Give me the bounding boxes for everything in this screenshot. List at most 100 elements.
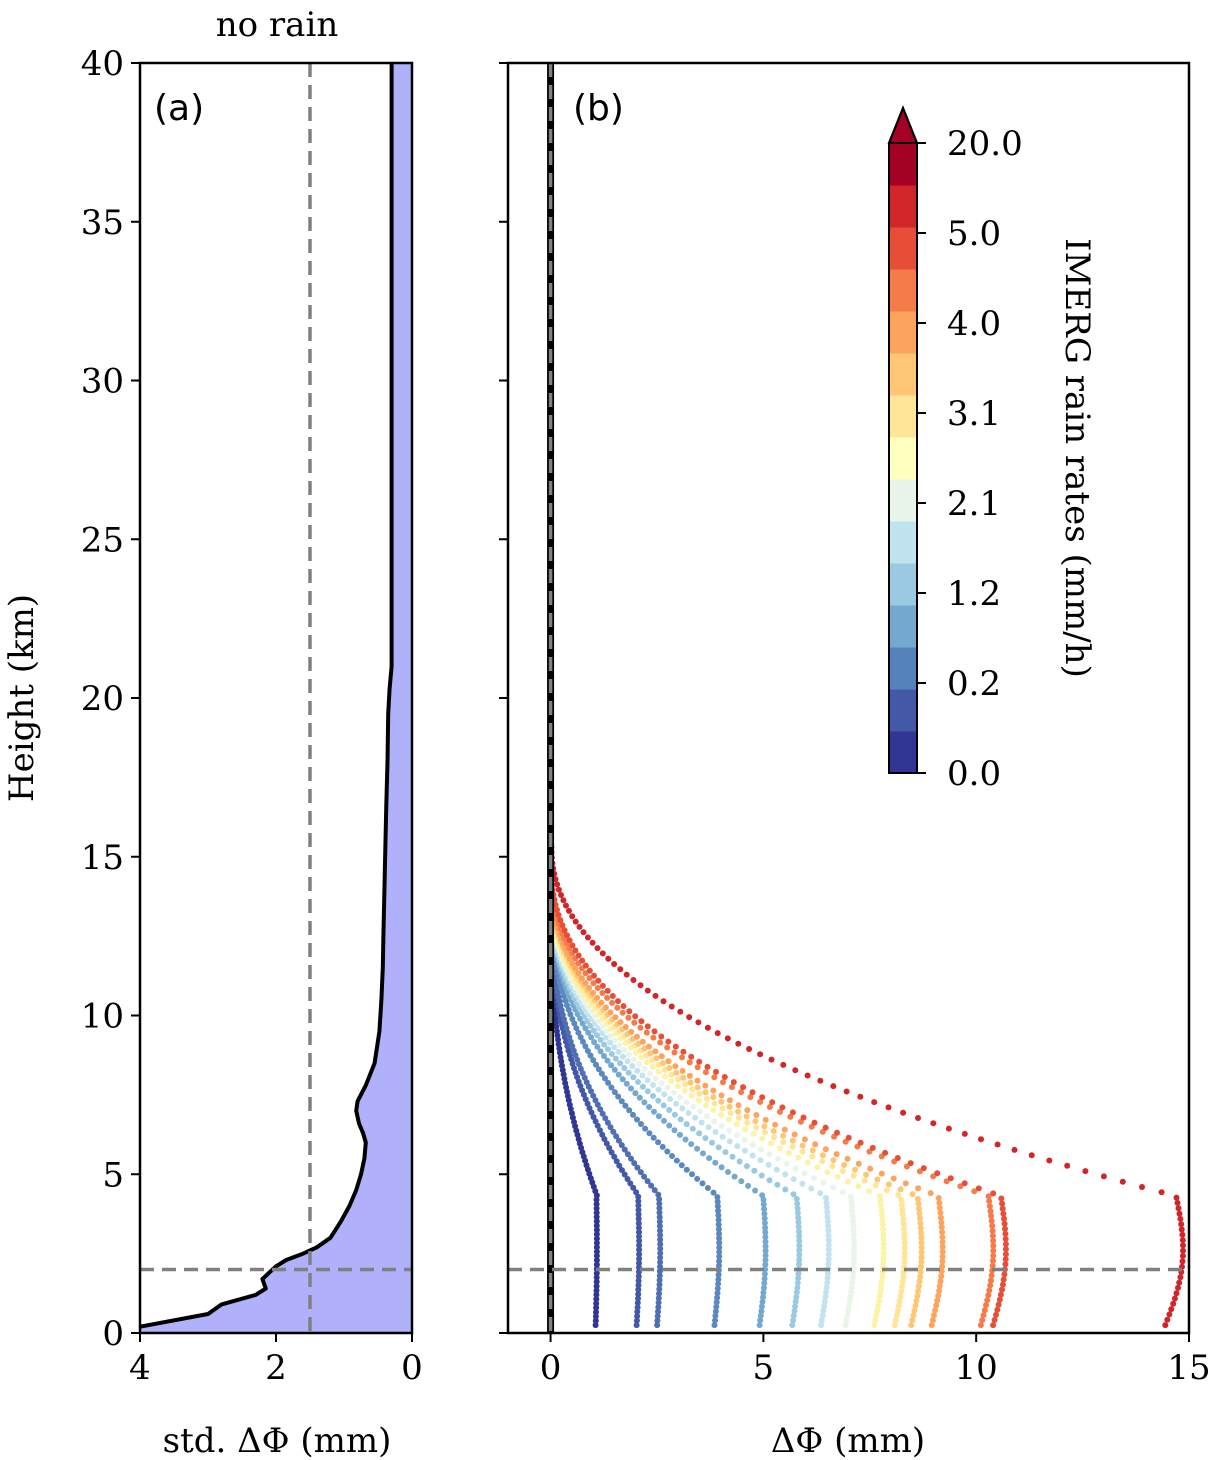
rain-profile-point	[1028, 1152, 1035, 1159]
rain-profile-point	[780, 1061, 787, 1068]
rain-profile-point	[830, 1083, 837, 1090]
rain-profile-point	[822, 1146, 829, 1153]
rain-profile-point	[981, 1307, 988, 1314]
rain-profile-point	[593, 1291, 600, 1298]
rain-profile-point	[988, 1277, 994, 1284]
rain-profile-point	[715, 1207, 722, 1214]
rain-profile-point	[724, 1035, 731, 1042]
rain-profile-point	[607, 1009, 614, 1016]
rain-profile-point	[715, 1280, 722, 1287]
rain-profile-point	[726, 1138, 733, 1145]
rain-profile-point	[790, 1176, 797, 1183]
rain-profile-point	[938, 1219, 945, 1226]
rain-profile-point	[760, 1285, 767, 1291]
rain-profile-point	[716, 1258, 723, 1265]
rain-profile-point	[825, 1232, 832, 1239]
rain-profile-point	[918, 1244, 925, 1251]
rain-profile-point	[575, 1078, 582, 1085]
rain-profile-point	[651, 1187, 658, 1194]
rain-profile-point	[590, 980, 597, 987]
rain-profile-point	[627, 1180, 634, 1187]
rain-profile-point	[715, 1276, 722, 1283]
rain-profile-point	[901, 1230, 908, 1237]
rain-profile-point	[709, 1139, 715, 1146]
rain-profile-point	[650, 1081, 656, 1088]
rain-profile-point	[999, 1200, 1006, 1207]
rain-profile-point	[795, 1223, 802, 1230]
rain-profile-point	[635, 1220, 642, 1227]
rain-profile-point	[780, 1139, 787, 1146]
rain-profile-point	[1162, 1322, 1169, 1329]
rain-profile-point	[679, 1105, 686, 1112]
rain-profile-point	[667, 1096, 674, 1102]
rain-profile-point	[615, 998, 621, 1005]
rain-profile-point	[593, 1274, 600, 1281]
rain-profile-point	[871, 1099, 878, 1106]
rain-profile-point	[593, 1283, 600, 1290]
rain-profile-point	[1177, 1215, 1184, 1222]
rain-profile-point	[716, 1239, 723, 1246]
rain-profile-point	[589, 939, 596, 946]
rain-profile-point	[753, 1112, 760, 1118]
rain-profile-point	[703, 1102, 709, 1109]
rain-profile-point	[823, 1199, 830, 1206]
rain-profile-point	[599, 1023, 606, 1030]
rain-profile-point	[770, 1128, 777, 1134]
colorbar-segment	[889, 563, 917, 606]
rain-profile-point	[760, 1196, 767, 1203]
rain-profile-point	[660, 998, 667, 1005]
rain-profile-point	[618, 1142, 625, 1149]
rain-profile-point	[1166, 1311, 1173, 1318]
rain-profile-point	[796, 1237, 803, 1244]
rain-profile-point	[636, 1246, 643, 1253]
x-tick-label: 2	[265, 1348, 287, 1388]
rain-profile-point	[615, 1048, 622, 1055]
rain-profile-point	[789, 1143, 796, 1150]
y-axis-label: Height (km)	[2, 594, 42, 802]
rain-profile-point	[561, 927, 568, 934]
rain-profile-point	[971, 1188, 978, 1195]
rain-profile-point	[628, 1028, 635, 1035]
rain-profile-point	[939, 1234, 946, 1241]
rain-profile-point	[559, 922, 566, 929]
rain-profile-point	[875, 1298, 882, 1305]
rain-profile-point	[901, 1259, 908, 1266]
rain-profile-point	[580, 1038, 586, 1045]
rain-profile-point	[1179, 1231, 1186, 1238]
rain-profile-point	[623, 971, 630, 978]
rain-profile-point	[753, 1124, 760, 1131]
rain-profile-point	[656, 1214, 663, 1221]
rain-profile-point	[630, 977, 637, 983]
rain-profile-point	[654, 1322, 661, 1329]
rain-profile-point	[595, 977, 602, 984]
rain-profile-point	[878, 1279, 885, 1285]
rain-profile-point	[765, 1161, 772, 1168]
rain-profile-point	[670, 1089, 677, 1096]
rain-profile-point	[650, 1034, 657, 1041]
rain-profile-point	[818, 1317, 825, 1324]
rain-profile-point	[821, 1298, 828, 1305]
rain-profile-point	[917, 1220, 924, 1227]
rain-profile-point	[914, 1293, 921, 1299]
rain-profile-point	[650, 1134, 657, 1141]
rain-profile-point	[635, 1215, 642, 1222]
rain-profile-point	[918, 1249, 925, 1256]
rain-profile-point	[985, 1193, 992, 1200]
rain-profile-point	[990, 1190, 997, 1197]
rain-profile-point	[830, 1184, 836, 1191]
rain-profile-point	[695, 1019, 702, 1026]
rain-profile-point	[593, 1300, 600, 1307]
rain-profile-point	[790, 1317, 797, 1324]
rain-profile-point	[604, 994, 611, 1001]
rain-profile-point	[671, 1049, 678, 1056]
rain-profile-point	[648, 1182, 655, 1189]
rain-profile-point	[849, 1208, 856, 1215]
rain-profile-point	[562, 997, 569, 1004]
rain-profile-point	[582, 962, 589, 969]
rain-profile-point	[761, 1215, 768, 1222]
rain-profile-point	[820, 1179, 827, 1186]
rain-profile-point	[773, 1166, 780, 1173]
rain-profile-point	[590, 1114, 597, 1120]
rain-profile-point	[933, 1302, 940, 1309]
rain-profile-point	[817, 1077, 824, 1084]
